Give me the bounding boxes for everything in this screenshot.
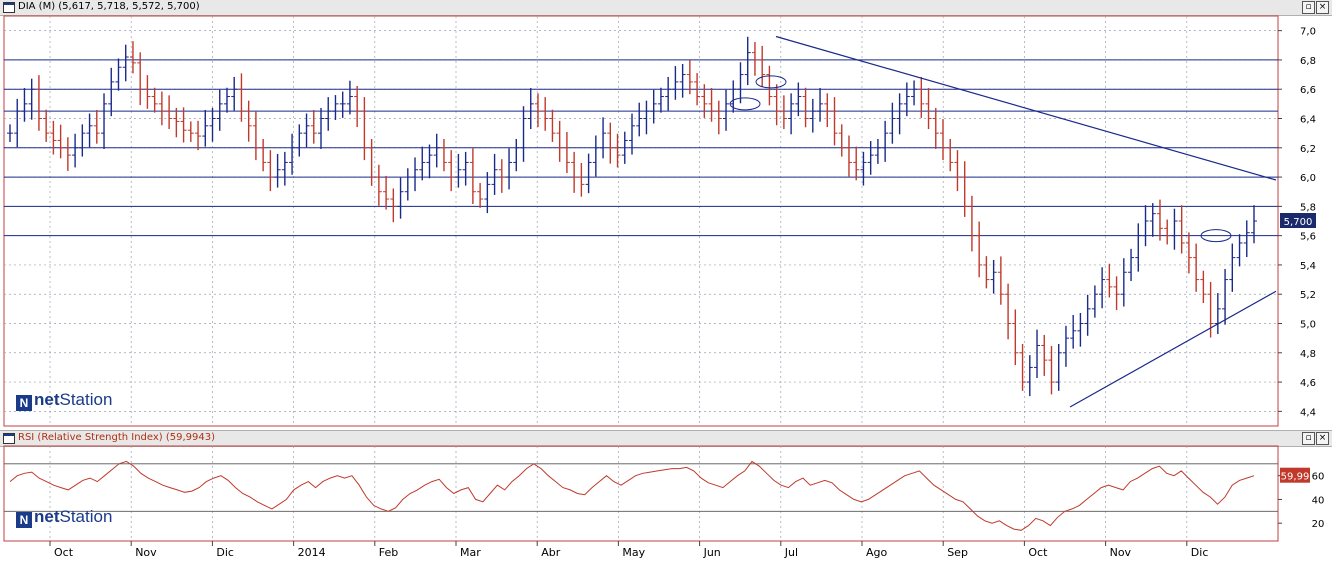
restore-icon[interactable]: ▫ xyxy=(1302,1,1315,14)
x-tick-label: Oct xyxy=(1028,546,1048,559)
x-tick-label: Dic xyxy=(1191,546,1209,559)
x-tick-label: May xyxy=(622,546,645,559)
rsi-line xyxy=(9,460,1255,531)
x-tick-label: Dic xyxy=(216,546,234,559)
price-y-tick-label: 7,0 xyxy=(1300,27,1316,38)
price-y-tick-label: 4,6 xyxy=(1300,378,1316,389)
x-tick-label: Nov xyxy=(1110,546,1132,559)
price-y-tick-label: 5,0 xyxy=(1300,320,1316,331)
last-rsi-label: 59,99 xyxy=(1281,472,1310,483)
x-tick-label: Jul xyxy=(784,546,798,559)
price-y-tick-label: 5,6 xyxy=(1300,232,1316,243)
x-tick-label: Oct xyxy=(54,546,74,559)
pattern-ellipse xyxy=(755,75,787,89)
close-icon[interactable]: × xyxy=(1316,1,1329,14)
price-y-tick-label: 6,0 xyxy=(1300,173,1316,184)
x-tick-label: Jun xyxy=(703,546,721,559)
price-y-tick-label: 6,6 xyxy=(1300,85,1316,96)
price-y-tick-label: 4,8 xyxy=(1300,349,1316,360)
price-y-tick-label: 4,4 xyxy=(1300,407,1316,418)
x-tick-label: Feb xyxy=(379,546,398,559)
last-price-label: 5,700 xyxy=(1284,217,1313,228)
pattern-ellipse xyxy=(1200,229,1232,243)
rsi-y-tick-label: 20 xyxy=(1312,519,1325,530)
price-y-tick-label: 6,2 xyxy=(1300,144,1316,155)
x-tick-label: Ago xyxy=(866,546,888,559)
netstation-logo-mark: N xyxy=(16,395,32,411)
panel-menu-icon[interactable] xyxy=(3,2,15,13)
netstation-logo-mark: N xyxy=(16,512,32,528)
rsi-y-tick-label: 60 xyxy=(1312,472,1325,483)
price-panel-title: DIA (M) (5,617, 5,718, 5,572, 5,700) xyxy=(18,1,200,12)
last-rsi-badge xyxy=(1280,467,1310,483)
close-icon[interactable]: × xyxy=(1316,432,1329,445)
x-tick-label: Mar xyxy=(460,546,481,559)
price-y-tick-label: 6,8 xyxy=(1300,56,1316,67)
last-price-badge xyxy=(1280,213,1316,228)
rsi-y-tick-label: 40 xyxy=(1312,495,1325,506)
price-y-tick-label: 5,4 xyxy=(1300,261,1316,272)
x-tick-label: 2014 xyxy=(298,546,326,559)
trendline-resistance xyxy=(775,35,1277,181)
price-plot-frame xyxy=(3,15,1279,427)
price-y-tick-label: 6,4 xyxy=(1300,115,1316,126)
x-tick-label: Sep xyxy=(947,546,968,559)
rsi-plot-frame xyxy=(3,445,1279,542)
x-tick-label: Abr xyxy=(541,546,561,559)
x-tick-label: Nov xyxy=(135,546,157,559)
price-y-tick-label: 5,8 xyxy=(1300,202,1316,213)
panel-menu-icon[interactable] xyxy=(3,433,15,444)
restore-icon[interactable]: ▫ xyxy=(1302,432,1315,445)
price-y-tick-label: 5,2 xyxy=(1300,290,1316,301)
rsi-panel-title: RSI (Relative Strength Index) (59,9943) xyxy=(18,432,216,443)
pattern-ellipse xyxy=(729,97,761,111)
trendline-support xyxy=(1069,290,1277,408)
